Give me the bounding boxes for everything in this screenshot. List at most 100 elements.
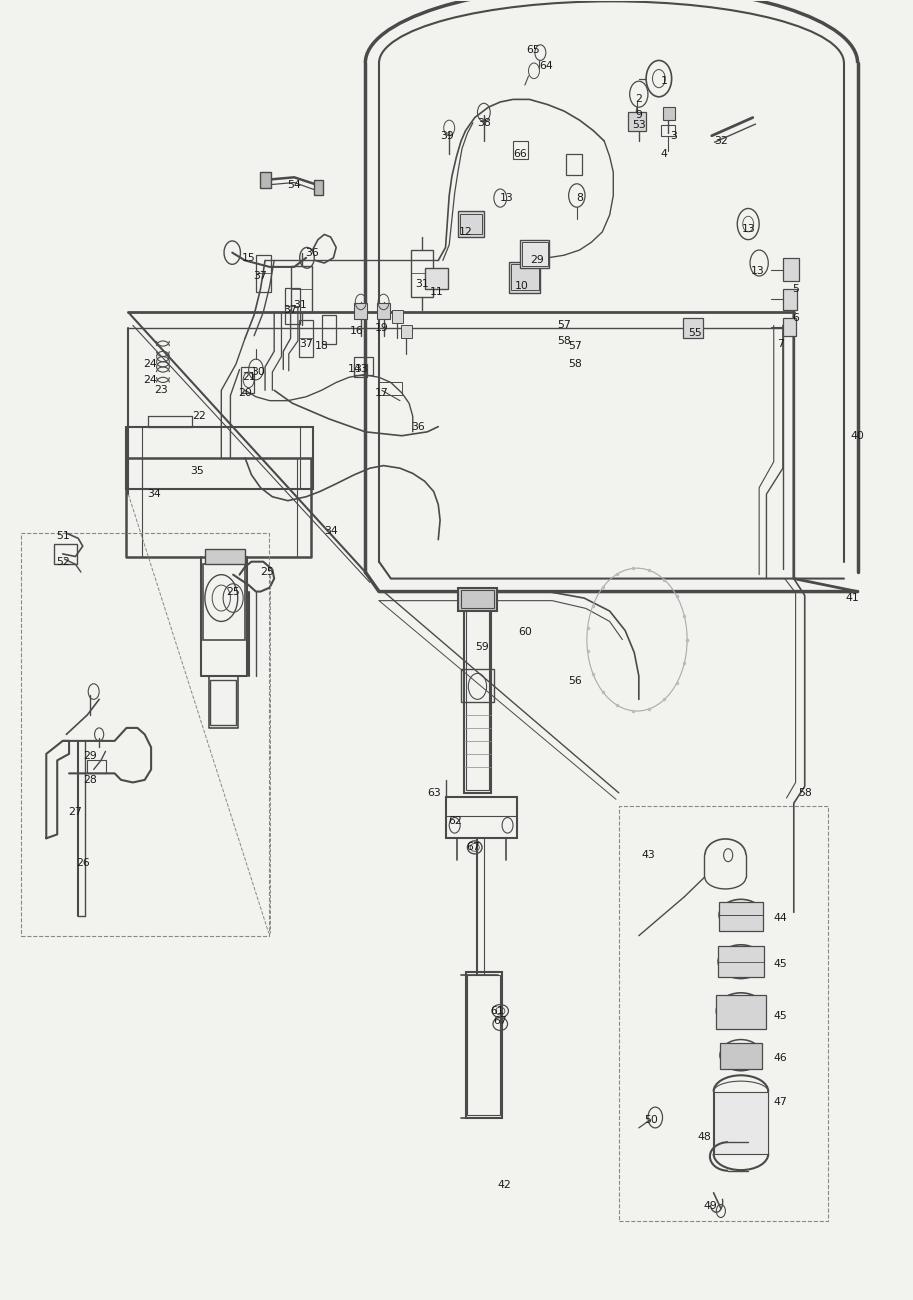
- Text: 25: 25: [260, 567, 274, 577]
- Text: 50: 50: [645, 1115, 658, 1124]
- Bar: [458, 588, 497, 611]
- Text: 52: 52: [56, 556, 69, 567]
- Text: 27: 27: [68, 807, 82, 818]
- Bar: [321, 315, 336, 343]
- Text: 14: 14: [348, 364, 362, 374]
- Text: 58: 58: [798, 788, 812, 798]
- Bar: [241, 367, 254, 393]
- Text: 40: 40: [851, 430, 865, 441]
- Bar: [401, 325, 412, 338]
- Bar: [782, 317, 795, 335]
- Text: 31: 31: [293, 299, 307, 309]
- Bar: [466, 607, 489, 790]
- Bar: [509, 261, 540, 292]
- Text: 4: 4: [661, 150, 667, 159]
- Text: 44: 44: [773, 913, 787, 923]
- Bar: [663, 107, 676, 120]
- Text: 34: 34: [324, 525, 338, 536]
- Text: 65: 65: [526, 46, 540, 55]
- Text: 24: 24: [143, 374, 157, 385]
- Bar: [127, 426, 313, 489]
- Text: 45: 45: [773, 959, 787, 970]
- Bar: [511, 264, 539, 290]
- Text: 26: 26: [76, 858, 89, 868]
- Bar: [203, 564, 245, 640]
- Text: 48: 48: [698, 1132, 711, 1141]
- Text: 21: 21: [242, 372, 256, 382]
- Text: 49: 49: [703, 1201, 717, 1210]
- Text: 36: 36: [306, 247, 320, 257]
- Text: 55: 55: [688, 328, 702, 338]
- Text: 60: 60: [518, 627, 531, 637]
- Bar: [458, 211, 484, 237]
- Text: 34: 34: [147, 489, 161, 499]
- Bar: [425, 268, 448, 289]
- Text: 58: 58: [557, 335, 571, 346]
- Bar: [259, 172, 270, 187]
- Text: 58: 58: [568, 359, 582, 369]
- Bar: [719, 946, 763, 978]
- Text: 12: 12: [458, 226, 473, 237]
- Text: 41: 41: [845, 593, 859, 603]
- Text: 18: 18: [315, 341, 329, 351]
- Text: 29: 29: [530, 255, 543, 265]
- Text: 15: 15: [242, 252, 256, 263]
- Text: 64: 64: [539, 61, 552, 70]
- Bar: [466, 972, 502, 1118]
- Bar: [21, 533, 268, 936]
- Text: 56: 56: [568, 676, 582, 686]
- Bar: [683, 317, 703, 338]
- Bar: [714, 1092, 768, 1154]
- Text: 22: 22: [193, 411, 206, 421]
- Text: 59: 59: [475, 642, 488, 653]
- Text: 67: 67: [466, 842, 480, 853]
- Bar: [661, 125, 676, 135]
- Bar: [464, 604, 491, 793]
- Text: 53: 53: [632, 121, 645, 130]
- Bar: [285, 287, 299, 324]
- Text: 63: 63: [427, 788, 441, 798]
- Text: 31: 31: [415, 278, 429, 289]
- Text: 16: 16: [350, 325, 363, 335]
- Text: 3: 3: [670, 131, 677, 140]
- Bar: [460, 213, 482, 234]
- Bar: [520, 239, 550, 268]
- Bar: [461, 670, 494, 702]
- Bar: [522, 242, 548, 265]
- Text: 11: 11: [430, 286, 444, 296]
- Bar: [782, 257, 799, 281]
- Text: 57: 57: [568, 341, 582, 351]
- Text: 57: 57: [557, 320, 571, 330]
- Text: 25: 25: [226, 586, 240, 597]
- Bar: [719, 902, 762, 931]
- Bar: [717, 996, 765, 1030]
- Text: 62: 62: [447, 816, 462, 827]
- Text: 61: 61: [490, 1006, 504, 1017]
- Bar: [628, 112, 646, 130]
- Text: 37: 37: [284, 304, 298, 315]
- Bar: [720, 1044, 761, 1070]
- Bar: [314, 179, 323, 195]
- Bar: [635, 112, 644, 122]
- Text: 29: 29: [83, 751, 97, 762]
- Text: 37: 37: [299, 338, 313, 348]
- Bar: [619, 806, 828, 1222]
- Text: 66: 66: [513, 150, 527, 159]
- Text: 42: 42: [497, 1180, 510, 1190]
- Text: 51: 51: [56, 530, 69, 541]
- Text: 37: 37: [254, 270, 268, 281]
- Text: 38: 38: [477, 118, 490, 127]
- Text: 19: 19: [375, 322, 389, 333]
- Bar: [299, 320, 313, 356]
- Bar: [354, 303, 367, 318]
- Text: 7: 7: [777, 338, 783, 348]
- Bar: [210, 680, 236, 725]
- Bar: [392, 309, 403, 322]
- Text: 1: 1: [661, 77, 667, 86]
- Text: 35: 35: [190, 465, 204, 476]
- Text: 10: 10: [515, 281, 529, 291]
- Text: 67: 67: [493, 1017, 507, 1027]
- Bar: [205, 549, 245, 564]
- Text: 9: 9: [635, 111, 642, 120]
- Bar: [54, 543, 78, 564]
